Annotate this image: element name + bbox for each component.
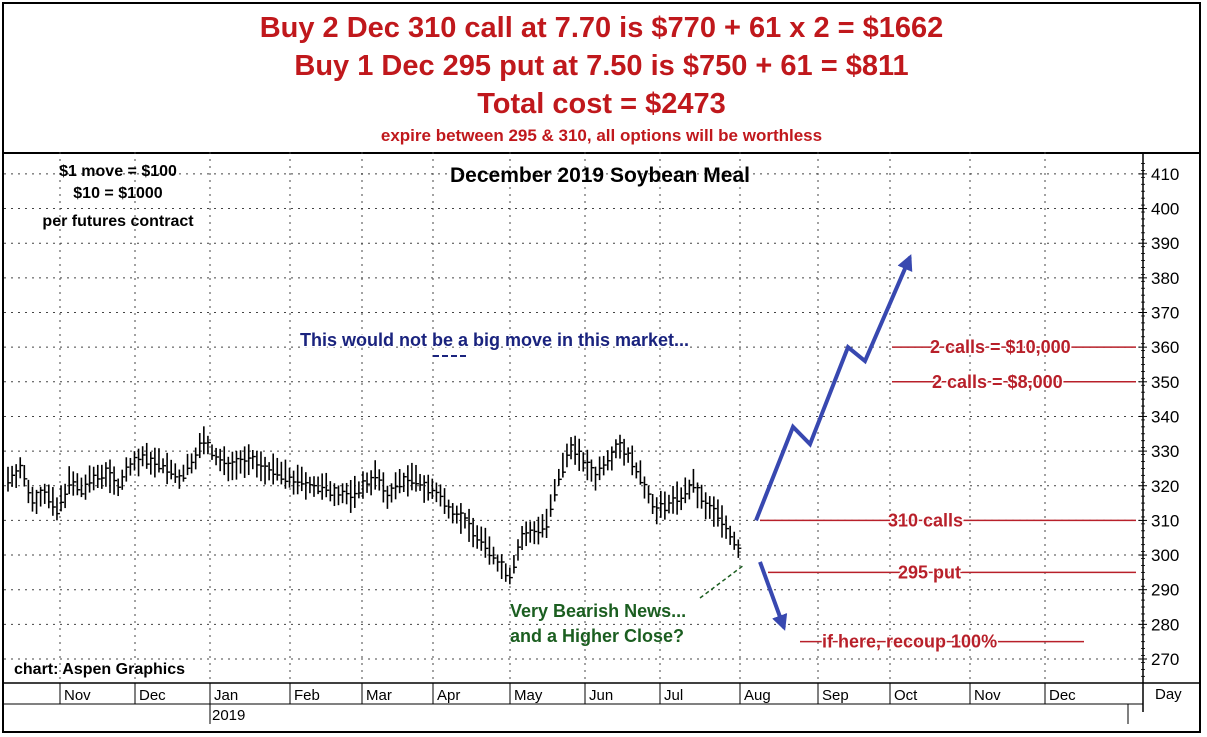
trade-summary-header: Buy 2 Dec 310 call at 7.70 is $770 + 61 … [4, 4, 1199, 154]
headline-calls: Buy 2 Dec 310 call at 7.70 is $770 + 61 … [259, 12, 944, 44]
reference-label: 295 put [898, 562, 961, 582]
reference-label: if here, recoup 100% [822, 632, 997, 652]
x-tick-label: Oct [894, 687, 918, 704]
y-tick-label: 290 [1151, 581, 1179, 600]
x-tick-label: Nov [64, 687, 91, 704]
chart-annotations: December 2019 Soybean Meal $1 move = $100… [14, 163, 750, 678]
x-tick-label: Aug [744, 687, 771, 704]
y-tick-label: 270 [1151, 650, 1179, 669]
chart-source: chart: Aspen Graphics [14, 661, 185, 678]
reference-lines: 2 calls = $10,000 2 calls = $8,000 310 cal… [760, 336, 1136, 653]
note-bearish-1: Very Bearish News... [510, 601, 686, 621]
y-tick-label: 360 [1151, 338, 1179, 357]
reference-label: 310 calls [888, 510, 963, 530]
bearish-pointer-line [699, 564, 745, 599]
y-tick-label: 410 [1151, 165, 1179, 184]
y-tick-label: 310 [1151, 511, 1179, 530]
reference-label: 2 calls = $8,000 [932, 372, 1063, 392]
x-tick-label: Apr [437, 687, 460, 704]
bearish-projection-arrow [758, 561, 788, 631]
y-tick-label: 400 [1151, 200, 1179, 219]
x-tick-label: Jun [589, 687, 613, 704]
y-tick-label: 300 [1151, 546, 1179, 565]
y-tick-label: 330 [1151, 442, 1179, 461]
chart-title: December 2019 Soybean Meal [450, 164, 750, 187]
x-axis-title: Day [1155, 686, 1182, 703]
x-tick-label: Feb [294, 687, 320, 704]
note-big-move: This would not be a big move in this mar… [300, 330, 689, 350]
note-move-value-2: $10 = $1000 [73, 185, 163, 202]
reference-label: 2 calls = $10,000 [930, 337, 1071, 357]
year-label: 2019 [212, 707, 245, 724]
x-tick-label: Jan [214, 687, 238, 704]
projection-arrows [699, 254, 913, 631]
price-bars [7, 426, 742, 585]
y-tick-label: 340 [1151, 407, 1179, 426]
y-tick-label: 280 [1151, 615, 1179, 634]
x-tick-label: Mar [366, 687, 392, 704]
x-tick-label: Nov [974, 687, 1001, 704]
x-tick-label: Sep [822, 687, 849, 704]
bullish-projection-arrow [754, 254, 913, 522]
y-tick-label: 380 [1151, 269, 1179, 288]
note-bearish-2: and a Higher Close? [510, 626, 684, 646]
y-tick-label: 320 [1151, 477, 1179, 496]
y-tick-label: 370 [1151, 304, 1179, 323]
headline-expiry-note: expire between 295 & 310, all options wi… [380, 126, 823, 145]
note-move-value-1: $1 move = $100 [59, 163, 177, 180]
x-tick-label: Dec [139, 687, 166, 704]
headline-total: Total cost = $2473 [477, 88, 726, 120]
y-tick-label: 350 [1151, 373, 1179, 392]
y-tick-label: 390 [1151, 234, 1179, 253]
x-tick-label: Dec [1049, 687, 1076, 704]
x-tick-label: Jul [664, 687, 683, 704]
note-move-value-3: per futures contract [42, 213, 194, 230]
chart-grid [4, 152, 1143, 683]
headline-put: Buy 1 Dec 295 put at 7.50 is $750 + 61 =… [294, 50, 909, 82]
x-tick-label: May [514, 687, 543, 704]
chart-axes: 270 280 290 300 310 320 330 340 350 360 370 380 390 4… [4, 152, 1201, 724]
